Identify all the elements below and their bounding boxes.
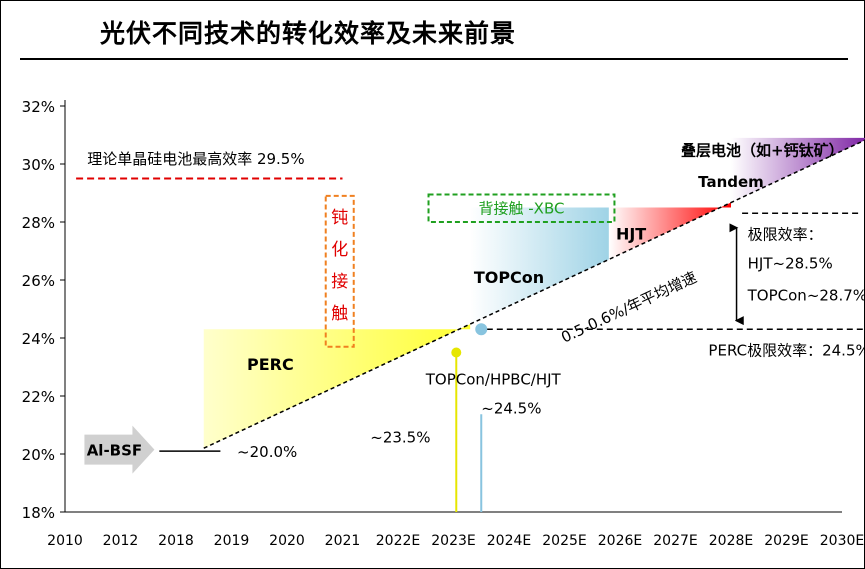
perc-value-label: ~23.5% xyxy=(370,428,430,446)
x-tick-label: 2022E xyxy=(376,533,420,549)
topcon-region-label: TOPCon xyxy=(474,268,544,287)
tandem-region-label: Tandem xyxy=(698,173,764,191)
passivation-contact-char: 钝 xyxy=(331,208,348,228)
passivation-contact-char: 触 xyxy=(331,304,348,324)
title-divider xyxy=(20,58,848,60)
topcon-hpbc-hjt-value-label: ~24.5% xyxy=(481,399,541,417)
tandem-region-label-cn: 叠层电池（如+钙钛矿） xyxy=(681,141,844,159)
x-tick-label: 2010 xyxy=(47,533,83,549)
x-tick-label: 2030E xyxy=(820,533,864,549)
passivation-contact-char: 接 xyxy=(331,272,348,292)
passivation-contact-char: 化 xyxy=(331,240,348,260)
y-tick-label: 28% xyxy=(22,214,55,232)
y-tick-label: 26% xyxy=(22,272,55,290)
al-bsf-label: Al-BSF xyxy=(87,442,142,460)
xbc-label: 背接触 -XBC xyxy=(479,199,565,217)
xbc-box xyxy=(427,193,616,223)
x-tick-label: 2025E xyxy=(542,533,586,549)
trend-line xyxy=(203,139,865,449)
passivation-contact-box xyxy=(324,194,355,348)
region-1 xyxy=(470,207,609,325)
al-bsf-value-label: ~20.0% xyxy=(237,443,297,461)
x-tick-label: 2021 xyxy=(325,533,361,549)
hjt-limit-label: HJT~28.5% xyxy=(748,254,833,272)
y-tick-label: 20% xyxy=(22,446,55,464)
y-tick-label: 30% xyxy=(22,156,55,174)
al-bsf-arrow xyxy=(84,425,155,474)
x-tick-label: 2026E xyxy=(598,533,642,549)
trend-line-label: 0.5-0.6%/年平均增速 xyxy=(558,268,699,347)
topcon-hpbc-hjt-label: TOPCon/HPBC/HJT xyxy=(425,370,562,388)
perc-region-label: PERC xyxy=(247,355,294,374)
y-tick-label: 22% xyxy=(22,388,55,406)
theoretical-max-label: 理论单晶硅电池最高效率 29.5% xyxy=(87,150,304,168)
y-tick-label: 18% xyxy=(22,504,55,522)
topcon-limit-label: TOPCon~28.7% xyxy=(747,286,865,304)
chart-title: 光伏不同技术的转化效率及未来前景 xyxy=(100,19,517,48)
x-tick-label: 2027E xyxy=(653,533,697,549)
y-tick-label: 32% xyxy=(22,98,55,116)
x-tick-label: 2028E xyxy=(709,533,753,549)
x-tick-label: 2018 xyxy=(158,533,194,549)
topcon-marker-point xyxy=(475,323,488,336)
x-tick-label: 2012 xyxy=(103,533,139,549)
limit-efficiency-title: 极限效率： xyxy=(748,225,823,243)
hjt-region-label: HJT xyxy=(616,224,646,243)
y-tick-label: 24% xyxy=(22,330,55,348)
perc-limit-label: PERC极限效率：24.5% xyxy=(708,341,865,359)
perc-marker-point xyxy=(451,347,462,358)
x-tick-label: 2029E xyxy=(764,533,808,549)
x-tick-label: 2020 xyxy=(269,533,305,549)
x-tick-label: 2024E xyxy=(487,533,531,549)
x-tick-label: 2019 xyxy=(214,533,250,549)
x-tick-label: 2023E xyxy=(431,533,475,549)
